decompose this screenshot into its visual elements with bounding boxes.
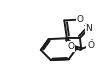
Text: O: O [68, 42, 75, 51]
Text: N: N [85, 24, 92, 33]
Text: O: O [87, 41, 94, 50]
Text: O: O [77, 15, 84, 24]
